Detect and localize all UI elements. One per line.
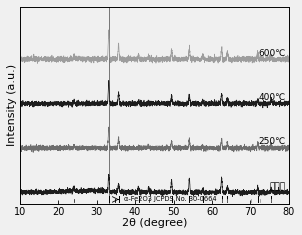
Text: 前驱体: 前驱体 bbox=[270, 182, 286, 191]
Text: 600℃: 600℃ bbox=[259, 49, 286, 58]
Text: 250℃: 250℃ bbox=[259, 137, 286, 146]
Text: α-Fe2O3 JCPDS No. 30-0664: α-Fe2O3 JCPDS No. 30-0664 bbox=[124, 196, 216, 202]
Y-axis label: Intensity (a.u.): Intensity (a.u.) bbox=[7, 64, 17, 146]
X-axis label: 2θ (degree): 2θ (degree) bbox=[122, 218, 187, 228]
Text: 400℃: 400℃ bbox=[259, 93, 286, 102]
